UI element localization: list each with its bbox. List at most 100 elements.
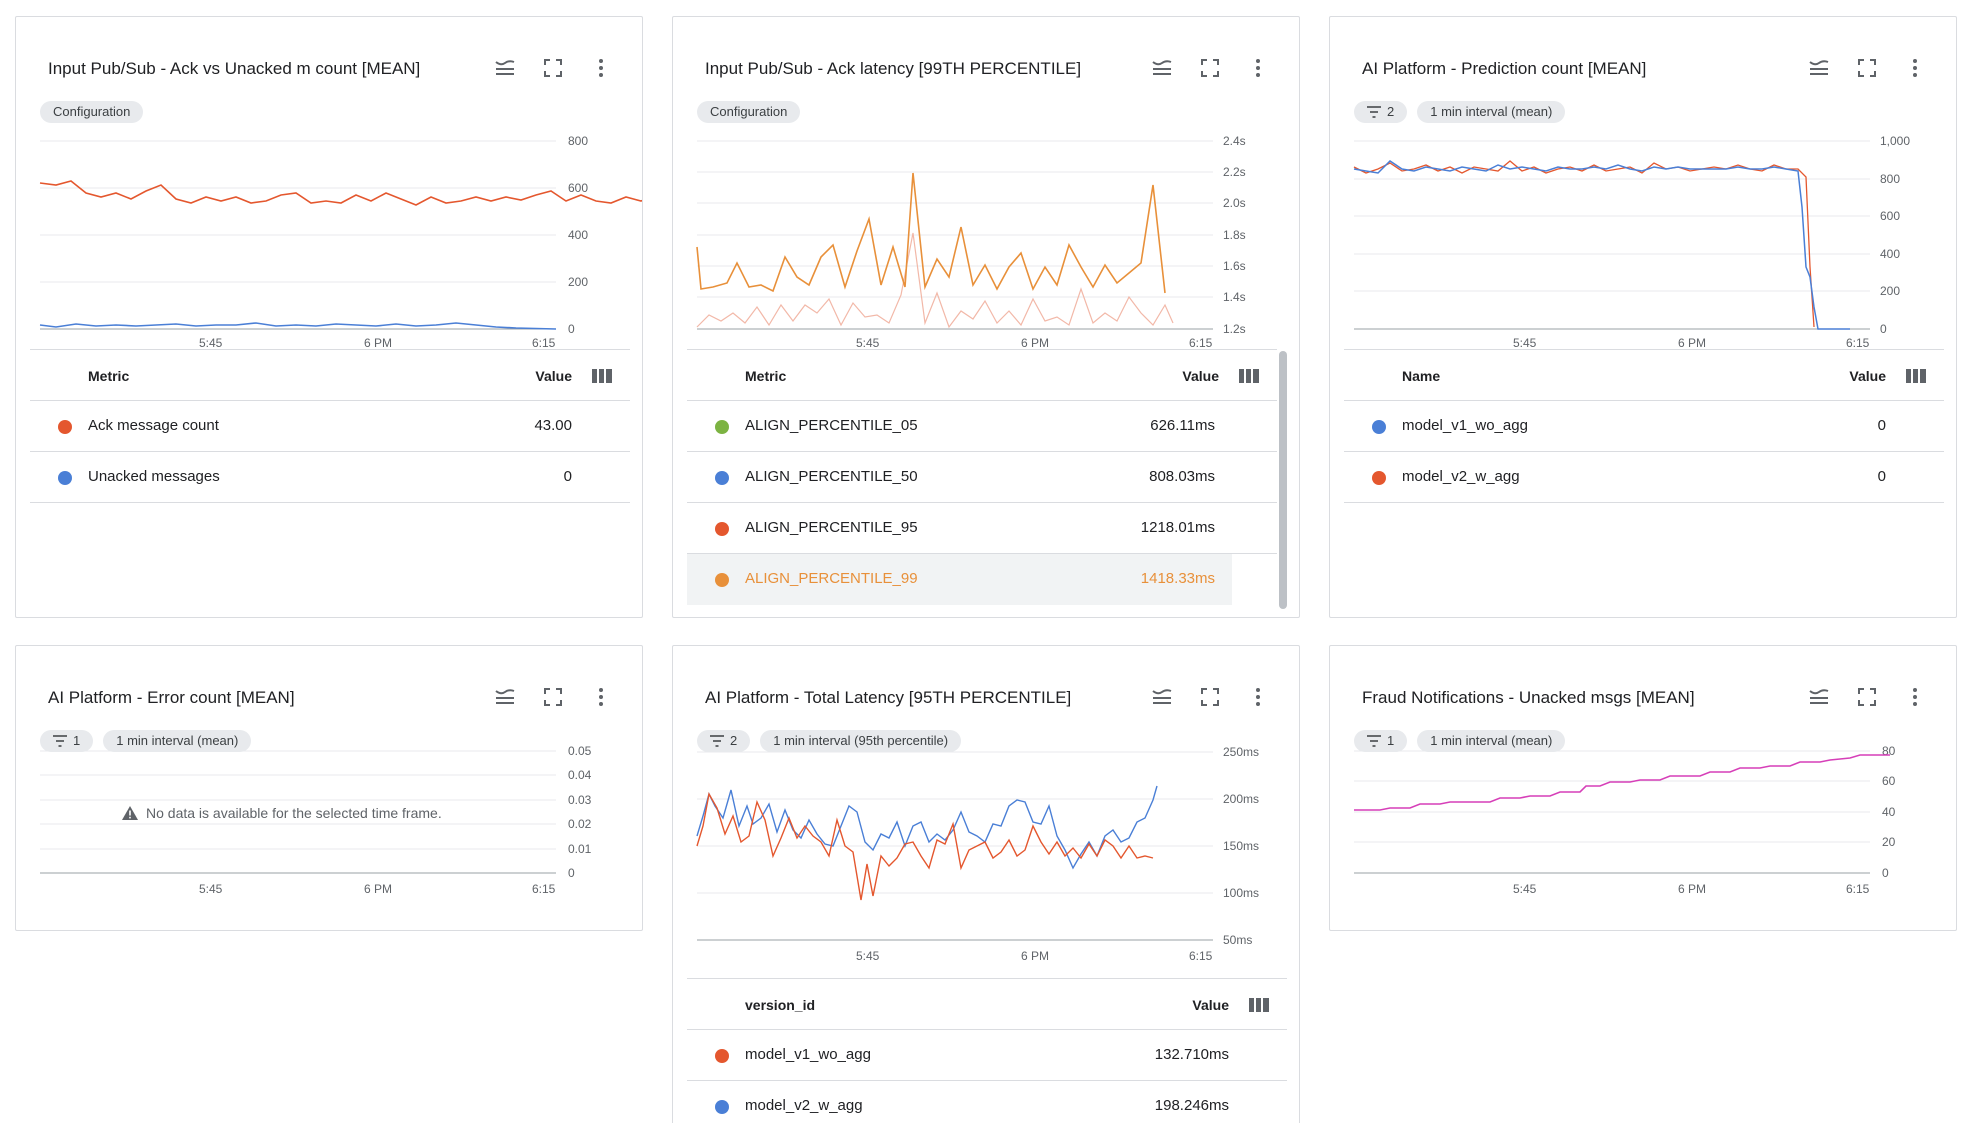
more-vert-icon[interactable]	[1247, 57, 1269, 79]
series-ack-message-count	[39, 180, 642, 206]
legend-toggle-icon[interactable]	[1808, 57, 1830, 79]
row-value: 0	[563, 468, 572, 485]
header-value[interactable]: Value	[1192, 997, 1229, 1013]
filter-chip[interactable]: 1	[1354, 730, 1408, 752]
legend-header: Name Value	[1344, 349, 1944, 401]
filter-chip[interactable]: 2	[697, 730, 751, 752]
panel-title: AI Platform - Prediction count [MEAN]	[1362, 59, 1647, 78]
header-metric: Metric	[745, 368, 787, 384]
legend-scrollbar[interactable]	[1279, 351, 1287, 609]
y-tick: 800	[1880, 172, 1900, 186]
y-tick: 200	[1880, 284, 1900, 298]
legend-row[interactable]: model_v2_w_agg 0	[1344, 452, 1944, 503]
more-vert-icon[interactable]	[1247, 686, 1269, 708]
y-tick: 0.05	[568, 746, 592, 758]
filter-icon	[710, 735, 724, 747]
legend-header: version_id Value	[687, 978, 1287, 1030]
more-vert-icon[interactable]	[1904, 686, 1926, 708]
fullscreen-icon[interactable]	[1856, 686, 1878, 708]
header-value[interactable]: Value	[1849, 368, 1886, 384]
columns-icon[interactable]	[1239, 369, 1259, 383]
chart-fraud-unacked: 80 60 40 20 0 5:45 6 PM 6:15	[1354, 746, 1896, 896]
columns-icon[interactable]	[1906, 369, 1926, 383]
row-value: 0	[1877, 468, 1886, 485]
y-tick: 600	[568, 181, 588, 195]
legend-row-highlighted[interactable]: ALIGN_PERCENTILE_99 1418.33ms	[687, 554, 1232, 605]
y-tick: 0	[1882, 866, 1889, 880]
legend-toggle-icon[interactable]	[494, 57, 516, 79]
series-color-dot	[58, 420, 72, 434]
interval-chip[interactable]: 1 min interval (mean)	[1417, 101, 1566, 123]
legend-row[interactable]: Ack message count 43.00	[30, 401, 630, 452]
interval-chip[interactable]: 1 min interval (mean)	[1417, 730, 1566, 752]
columns-icon[interactable]	[592, 369, 612, 383]
legend-toggle-icon[interactable]	[494, 686, 516, 708]
legend-toggle-icon[interactable]	[1808, 686, 1830, 708]
y-tick: 250ms	[1223, 746, 1259, 759]
fullscreen-icon[interactable]	[542, 686, 564, 708]
legend-row[interactable]: model_v1_wo_agg 0	[1344, 401, 1944, 452]
legend-row[interactable]: ALIGN_PERCENTILE_05 626.11ms	[687, 401, 1277, 452]
row-name: model_v2_w_agg	[745, 1097, 863, 1114]
y-tick: 0	[568, 322, 575, 336]
header-metric: Metric	[88, 368, 130, 384]
fullscreen-icon[interactable]	[1199, 57, 1221, 79]
interval-chip[interactable]: 1 min interval (95th percentile)	[760, 730, 962, 752]
legend-table: Metric Value Ack message count 43.00 Una…	[30, 349, 630, 503]
filter-icon	[1367, 735, 1381, 747]
filter-chip[interactable]: 1	[40, 730, 94, 752]
header-value[interactable]: Value	[1182, 368, 1219, 384]
y-tick: 0.04	[568, 768, 592, 782]
row-value: 626.11ms	[1150, 417, 1215, 434]
row-name: ALIGN_PERCENTILE_99	[745, 570, 918, 587]
series-align-percentile-95	[696, 232, 1174, 329]
series-model-v1-wo-agg	[696, 791, 1154, 901]
fullscreen-icon[interactable]	[1199, 686, 1221, 708]
y-tick: 400	[568, 228, 588, 242]
header-value[interactable]: Value	[535, 368, 572, 384]
columns-icon[interactable]	[1249, 998, 1269, 1012]
legend-table: Metric Value ALIGN_PERCENTILE_05 626.11m…	[687, 349, 1277, 605]
y-tick: 200	[568, 275, 588, 289]
config-chip[interactable]: Configuration	[40, 101, 144, 123]
chart-total-latency: 250ms 200ms 150ms 100ms 50ms 5:45 6 PM 6…	[696, 746, 1259, 963]
filter-icon	[1367, 106, 1381, 118]
x-tick: 6:15	[532, 336, 556, 350]
legend-row[interactable]: model_v1_wo_agg 132.710ms	[687, 1030, 1287, 1081]
legend-row[interactable]: model_v2_w_agg 198.246ms	[687, 1081, 1287, 1123]
row-name: ALIGN_PERCENTILE_50	[745, 468, 918, 485]
y-tick: 200ms	[1223, 792, 1259, 806]
filter-chip[interactable]: 2	[1354, 101, 1408, 123]
row-name: model_v1_wo_agg	[745, 1046, 871, 1063]
fullscreen-icon[interactable]	[1856, 57, 1878, 79]
y-tick: 1.6s	[1223, 259, 1246, 273]
more-vert-icon[interactable]	[590, 686, 612, 708]
panel-actions	[1808, 57, 1926, 79]
row-name: ALIGN_PERCENTILE_05	[745, 417, 918, 434]
row-name: model_v2_w_agg	[1402, 468, 1520, 485]
x-tick: 6:15	[1846, 882, 1870, 896]
legend-row[interactable]: Unacked messages 0	[30, 452, 630, 503]
more-vert-icon[interactable]	[590, 57, 612, 79]
x-tick: 6:15	[532, 882, 556, 896]
legend-toggle-icon[interactable]	[1151, 686, 1173, 708]
x-tick: 6 PM	[1021, 336, 1049, 350]
x-tick: 5:45	[1513, 336, 1537, 350]
series-unacked-messages	[39, 322, 557, 330]
panel-actions	[1808, 686, 1926, 708]
legend-row[interactable]: ALIGN_PERCENTILE_50 808.03ms	[687, 452, 1277, 503]
x-tick: 6 PM	[1678, 336, 1706, 350]
interval-chip[interactable]: 1 min interval (mean)	[103, 730, 252, 752]
more-vert-icon[interactable]	[1904, 57, 1926, 79]
row-value: 1418.33ms	[1140, 570, 1215, 587]
y-tick: 0.02	[568, 817, 592, 831]
legend-toggle-icon[interactable]	[1151, 57, 1173, 79]
legend-table: version_id Value model_v1_wo_agg 132.710…	[687, 978, 1287, 1123]
panel-actions	[1151, 686, 1269, 708]
row-value: 132.710ms	[1154, 1046, 1229, 1063]
panel-ack-vs-unacked: Input Pub/Sub - Ack vs Unacked m count […	[15, 16, 643, 618]
legend-row[interactable]: ALIGN_PERCENTILE_95 1218.01ms	[687, 503, 1277, 554]
series-color-dot	[715, 1100, 729, 1114]
config-chip[interactable]: Configuration	[697, 101, 801, 123]
fullscreen-icon[interactable]	[542, 57, 564, 79]
